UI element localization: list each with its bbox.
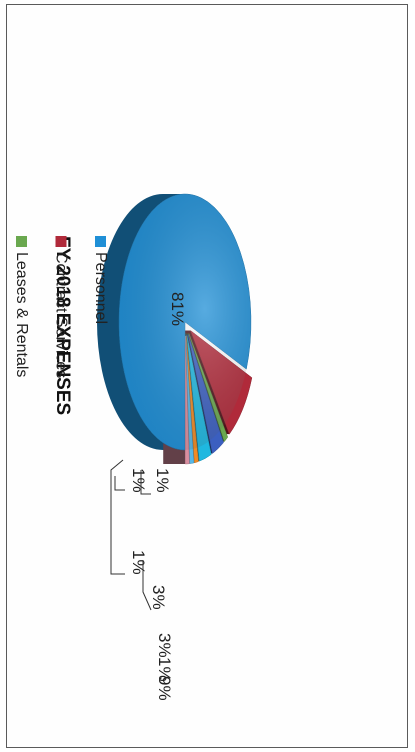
legend-label-leases-rentals: Leases & Rentals	[13, 252, 30, 377]
legend-label-contract-services: Contract Services	[53, 252, 70, 378]
leader-line-2	[114, 476, 125, 491]
pie-side-personnel	[97, 194, 185, 450]
data-label-leases-rentals: 1%	[155, 657, 174, 682]
data-label-other-administrative: 1%	[153, 468, 172, 493]
legend: Personnel Contract Services Leases & Renta…	[13, 236, 109, 378]
pie-top-shade	[119, 194, 251, 450]
data-label-personnel: 81%	[168, 292, 187, 326]
legend-label-personnel: Personnel	[92, 252, 109, 324]
data-label-staff-office-related: 3%	[155, 633, 174, 658]
leader-line-1	[110, 459, 125, 575]
legend-swatch-contract-services	[55, 236, 67, 247]
pie-group: 81%9%1%3%3%1%1% 1%	[97, 193, 253, 701]
legend-swatch-personnel	[95, 236, 106, 247]
legend-swatch-leases-rentals	[16, 236, 27, 247]
data-label-equipment-vehicle: 1%	[129, 550, 148, 575]
data-label-consumer-related: 1%	[129, 468, 148, 493]
data-label-contract-services: 9%	[155, 676, 174, 701]
leader-line-0	[142, 560, 152, 611]
data-label-facility-related: 3%	[149, 585, 168, 610]
chart-title: FY 2018 EXPENSES	[52, 236, 73, 415]
leader-line-3	[140, 470, 151, 495]
